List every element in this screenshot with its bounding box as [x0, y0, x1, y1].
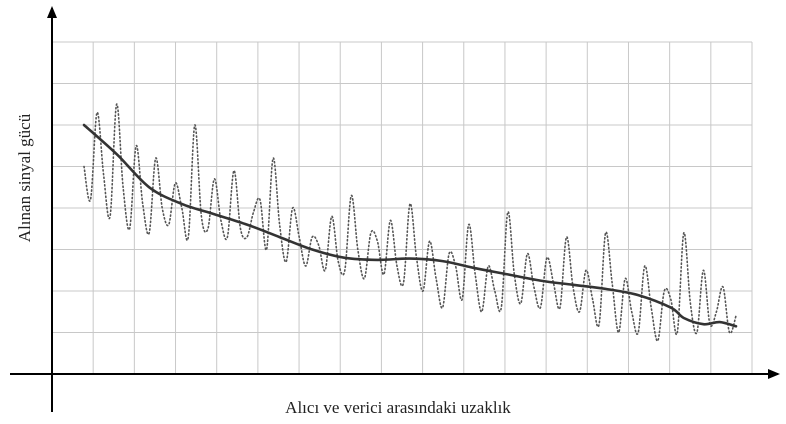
- fast-fading-signal-line: [83, 103, 737, 342]
- y-axis-label: Alınan sinyal gücü: [15, 113, 34, 242]
- grid: [52, 41, 753, 374]
- mean-signal-line: [82, 123, 738, 328]
- x-axis-label: Alıcı ve verici arasındaki uzaklık: [285, 398, 511, 417]
- series-layer: [82, 103, 738, 342]
